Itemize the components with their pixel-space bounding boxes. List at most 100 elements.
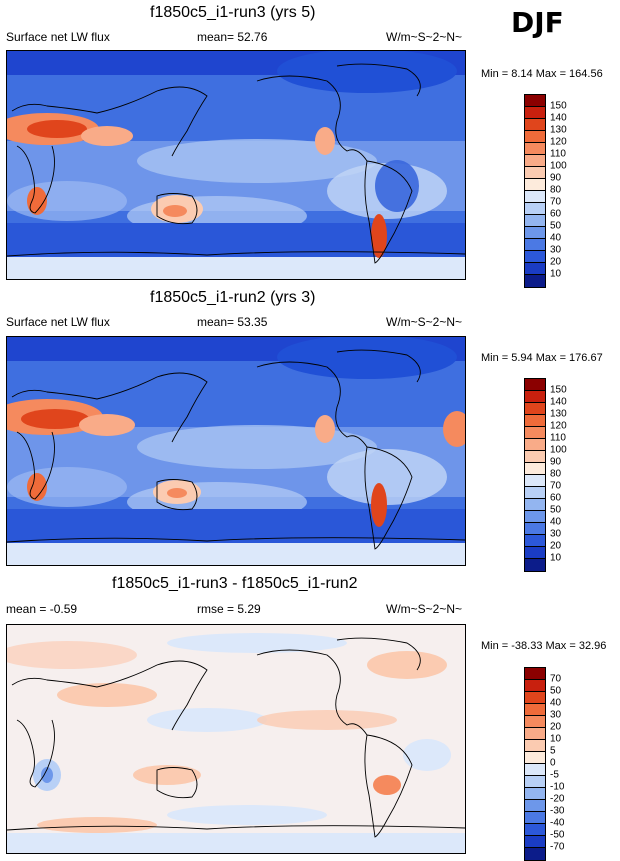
colorbar-tick: 100 (550, 160, 567, 172)
panel-1-mean: mean= 52.76 (197, 30, 268, 44)
panel-3-colorbar-swatch (525, 668, 545, 680)
colorbar-tick: 20 (550, 721, 562, 733)
colorbar-tick: 50 (550, 685, 562, 697)
panel-1-colorbar-swatch (525, 251, 545, 263)
panel-2-colorbar-swatch (525, 523, 545, 535)
colorbar-tick: 80 (550, 468, 562, 480)
panel-1-title: f1850c5_i1-run3 (yrs 5) (150, 4, 316, 21)
panel-2-units: W/m~S~2~N~ (386, 315, 463, 329)
colorbar-tick: 20 (550, 540, 562, 552)
panel-2-mean: mean= 53.35 (197, 315, 268, 329)
panel-2-colorbar-swatch (525, 559, 545, 571)
colorbar-tick: 70 (550, 480, 562, 492)
colorbar-tick: 100 (550, 444, 567, 456)
panel-1-variable: Surface net LW flux (6, 30, 110, 44)
panel-1-units: W/m~S~2~N~ (386, 30, 463, 44)
colorbar-tick: 110 (550, 432, 566, 444)
panel-1-colorbar-swatch (525, 179, 545, 191)
colorbar-tick: 60 (550, 208, 562, 220)
panel-1-colorbar-swatch (525, 143, 545, 155)
panel-1-colorbar-swatch (525, 107, 545, 119)
colorbar-tick: -10 (550, 781, 565, 793)
colorbar-tick: 0 (550, 757, 556, 769)
panel-3-colorbar (524, 667, 546, 861)
panel-1-map (6, 50, 466, 280)
panel-1-colorbar-swatch (525, 239, 545, 251)
panel-3-colorbar-swatch (525, 752, 545, 764)
colorbar-tick: 70 (550, 673, 562, 685)
panel-3-colorbar-swatch (525, 776, 545, 788)
colorbar-tick: 150 (550, 100, 567, 112)
panel-3-rmse: rmse = 5.29 (197, 602, 261, 616)
colorbar-tick: 60 (550, 492, 562, 504)
panel-2-colorbar-swatch (525, 403, 545, 415)
colorbar-tick: -30 (550, 805, 565, 817)
panel-2-colorbar-swatch (525, 463, 545, 475)
season-label: DJF (511, 6, 564, 39)
panel-1-colorbar (524, 94, 546, 288)
colorbar-tick: 90 (550, 172, 562, 184)
panel-1-colorbar-swatch (525, 275, 545, 287)
colorbar-tick: 110 (550, 148, 566, 160)
panel-3-colorbar-swatch (525, 848, 545, 860)
panel-3-colorbar-swatch (525, 824, 545, 836)
colorbar-tick: 30 (550, 244, 562, 256)
panel-2-colorbar-swatch (525, 415, 545, 427)
colorbar-tick: 150 (550, 384, 567, 396)
panel-2-colorbar-swatch (525, 427, 545, 439)
colorbar-tick: -40 (550, 817, 565, 829)
panel-2-colorbar-swatch (525, 535, 545, 547)
panel-1-minmax: Min = 8.14 Max = 164.56 (481, 68, 603, 80)
panel-1-colorbar-swatch (525, 203, 545, 215)
colorbar-tick: 30 (550, 528, 562, 540)
panel-3-colorbar-swatch (525, 716, 545, 728)
panel-2-colorbar-swatch (525, 547, 545, 559)
panel-3-colorbar-swatch (525, 680, 545, 692)
panel-3-map (6, 624, 466, 854)
panel-1-colorbar-swatch (525, 167, 545, 179)
panel-3-colorbar-swatch (525, 728, 545, 740)
colorbar-tick: -70 (550, 841, 565, 853)
panel-3-mean: mean = -0.59 (6, 602, 78, 616)
colorbar-tick: 10 (550, 733, 562, 745)
panel-1-colorbar-swatch (525, 155, 545, 167)
colorbar-tick: 130 (550, 408, 567, 420)
colorbar-tick: 10 (550, 552, 562, 564)
colorbar-tick: 120 (550, 136, 567, 148)
panel-3-colorbar-swatch (525, 740, 545, 752)
colorbar-tick: 90 (550, 456, 562, 468)
colorbar-tick: 40 (550, 232, 562, 244)
colorbar-tick: 130 (550, 124, 567, 136)
panel-2-colorbar-swatch (525, 379, 545, 391)
panel-2-colorbar-swatch (525, 475, 545, 487)
panel-1-colorbar-swatch (525, 227, 545, 239)
panel-3-colorbar-ticks: 70 50 40 30 20 10 5 0 -5 -10 -20 -30 -40… (524, 667, 584, 859)
panel-3-units: W/m~S~2~N~ (386, 602, 463, 616)
panel-1-colorbar-ticks: 150 140 130 120 110 100 90 80 70 60 50 4… (524, 94, 584, 286)
panel-3-colorbar-swatch (525, 788, 545, 800)
colorbar-tick: 5 (550, 745, 556, 757)
colorbar-tick: 40 (550, 697, 562, 709)
panel-2-colorbar-swatch (525, 439, 545, 451)
colorbar-tick: 140 (550, 396, 567, 408)
panel-1-colorbar-swatch (525, 215, 545, 227)
panel-1-colorbar-swatch (525, 191, 545, 203)
colorbar-tick: 40 (550, 516, 562, 528)
panel-1-colorbar-swatch (525, 95, 545, 107)
colorbar-tick: 140 (550, 112, 567, 124)
colorbar-tick: 20 (550, 256, 562, 268)
panel-3-title: f1850c5_i1-run3 - f1850c5_i1-run2 (112, 575, 358, 592)
colorbar-tick: 50 (550, 504, 562, 516)
colorbar-tick: 50 (550, 220, 562, 232)
colorbar-tick: -50 (550, 829, 565, 841)
panel-1-colorbar-swatch (525, 131, 545, 143)
panel-2-variable: Surface net LW flux (6, 315, 110, 329)
panel-2-title: f1850c5_i1-run2 (yrs 3) (150, 289, 316, 306)
panel-2-minmax: Min = 5.94 Max = 176.67 (481, 352, 603, 364)
panel-2-colorbar (524, 378, 546, 572)
panel-3-colorbar-swatch (525, 704, 545, 716)
panel-2-colorbar-ticks: 150 140 130 120 110 100 90 80 70 60 50 4… (524, 378, 584, 570)
panel-3-minmax: Min = -38.33 Max = 32.96 (481, 640, 607, 652)
panel-2-colorbar-swatch (525, 391, 545, 403)
colorbar-tick: 30 (550, 709, 562, 721)
